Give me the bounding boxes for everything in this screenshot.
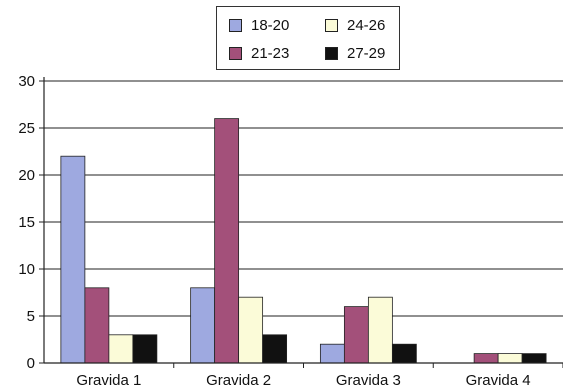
bar-21-23-gravida-2: [214, 118, 240, 364]
bar-24-26-gravida-1: [108, 334, 134, 364]
x-tick-label-3: Gravida 3: [336, 372, 401, 388]
y-tick-label-10: 10: [18, 261, 35, 278]
bar-27-29-gravida-3: [391, 343, 417, 364]
legend-label-21-23: 21-23: [251, 45, 290, 62]
x-tick-label-4: Gravida 4: [466, 372, 531, 388]
legend-item-27-29: 27-29: [325, 45, 385, 62]
legend-swatch-27-29: [325, 47, 338, 60]
legend-swatch-18-20: [229, 19, 242, 32]
legend-item-21-23: 21-23: [229, 45, 289, 62]
bar-27-29-gravida-4: [521, 353, 547, 364]
y-tick-label-15: 15: [18, 214, 35, 231]
bar-24-26-gravida-2: [238, 296, 264, 364]
chart-legend: 18-20 24-26 21-23 27-29: [216, 6, 400, 70]
bar-27-29-gravida-1: [132, 334, 158, 364]
axes: [39, 77, 563, 368]
y-tick-label-25: 25: [18, 120, 35, 137]
y-tick-label-5: 5: [27, 308, 35, 325]
legend-swatch-21-23: [229, 47, 242, 60]
x-tick-label-1: Gravida 1: [76, 372, 141, 388]
legend-item-24-26: 24-26: [325, 17, 385, 34]
bar-18-20-gravida-3: [319, 343, 345, 364]
tick-labels: 0 5 10 15 20 25 30 Gravida 1 Gravida 2 Gravida 3 G…: [18, 73, 530, 388]
bar-24-26-gravida-4: [497, 353, 523, 364]
legend-item-18-20: 18-20: [229, 17, 289, 34]
bar-27-29-gravida-2: [262, 334, 288, 364]
bar-21-23-gravida-1: [84, 287, 110, 364]
bar-21-23-gravida-3: [343, 306, 369, 364]
bar-21-23-gravida-4: [473, 353, 499, 364]
grid-lines: [44, 80, 563, 317]
legend-swatch-24-26: [325, 19, 338, 32]
bar-18-20-gravida-1: [60, 155, 86, 364]
y-tick-label-30: 30: [18, 73, 35, 90]
bars: [60, 118, 547, 364]
legend-label-27-29: 27-29: [347, 45, 386, 62]
legend-label-24-26: 24-26: [347, 17, 386, 34]
bar-24-26-gravida-3: [367, 296, 393, 364]
x-tick-label-2: Gravida 2: [206, 372, 271, 388]
y-tick-label-0: 0: [27, 355, 35, 372]
y-tick-label-20: 20: [18, 167, 35, 184]
legend-label-18-20: 18-20: [251, 17, 290, 34]
bar-18-20-gravida-2: [190, 287, 216, 364]
